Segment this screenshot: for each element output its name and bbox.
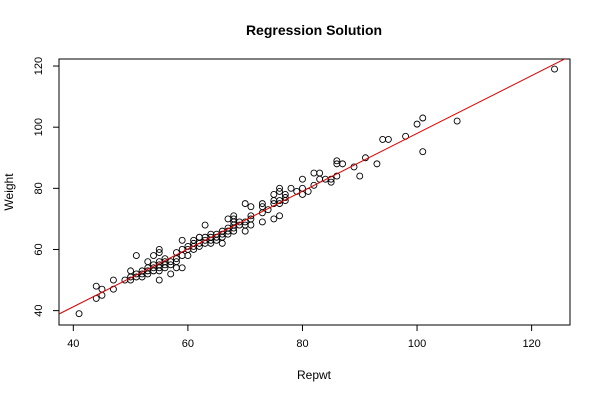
data-point [247,203,255,211]
data-point [276,200,284,208]
data-point [218,239,226,247]
data-point [155,246,163,253]
x-axis-label: Repwt [297,368,332,382]
data-point [333,157,341,165]
data-point [127,276,135,284]
data-point [316,169,324,177]
data-point [270,190,278,198]
y-tick-label: 120 [33,57,45,75]
data-point [276,184,284,192]
data-point [310,169,318,177]
data-point [373,160,381,168]
data-point [172,249,180,256]
data-point [258,200,266,208]
data-point [230,212,238,220]
data-point [230,215,238,223]
data-point [310,181,318,189]
data-point [333,172,341,180]
data-point [75,310,83,318]
data-point [241,200,249,208]
x-tick-label: 40 [67,338,79,350]
data-point [144,258,152,266]
data-point [413,120,421,128]
data-point [419,148,427,156]
data-point [327,178,335,186]
data-point [327,175,335,183]
chart-title: Regression Solution [246,22,382,38]
x-tick-label: 80 [296,338,308,350]
data-point [299,175,306,183]
data-point [150,252,157,260]
x-tick-label: 60 [182,338,194,350]
plot-frame [58,58,571,326]
data-point [178,252,186,260]
data-point [247,221,255,229]
data-point [92,282,100,290]
data-point [551,65,558,73]
data-point [258,203,266,211]
data-point [172,264,180,272]
x-tick-label: 120 [522,338,540,350]
data-point [339,160,347,168]
y-tick-label: 100 [33,118,45,136]
data-point [270,215,278,223]
data-point [281,194,289,201]
data-point [201,221,209,229]
y-axis: 40 60 80 100 120 [33,57,59,317]
scatter-points [75,65,558,318]
data-point [356,172,364,180]
data-point [379,135,387,143]
y-tick-label: 40 [33,305,45,317]
data-point [419,114,427,122]
data-point [224,215,232,223]
data-point [190,236,198,244]
x-tick-label: 100 [408,338,426,350]
y-tick-label: 60 [33,243,45,255]
data-point [453,117,461,125]
data-point [287,184,295,192]
data-point [276,187,284,195]
data-point [241,227,249,235]
data-point [127,267,135,275]
data-point [178,264,186,272]
data-point [167,270,175,278]
data-point [276,212,284,220]
data-point [195,233,203,241]
regression-line [59,59,566,315]
data-point [155,249,163,256]
data-point [184,252,192,260]
data-point [258,218,266,226]
data-point [178,236,186,244]
data-point [132,252,140,260]
y-axis-label: Weight [2,173,16,211]
y-tick-label: 80 [33,182,45,194]
data-point [155,276,163,284]
data-point [281,190,289,198]
data-point [172,258,180,266]
data-point [109,276,117,284]
x-axis: 40 60 80 100 120 [67,325,541,350]
data-point [384,135,392,143]
data-point [167,261,175,269]
